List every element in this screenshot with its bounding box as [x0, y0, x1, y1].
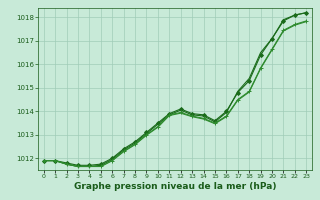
- X-axis label: Graphe pression niveau de la mer (hPa): Graphe pression niveau de la mer (hPa): [74, 182, 276, 191]
